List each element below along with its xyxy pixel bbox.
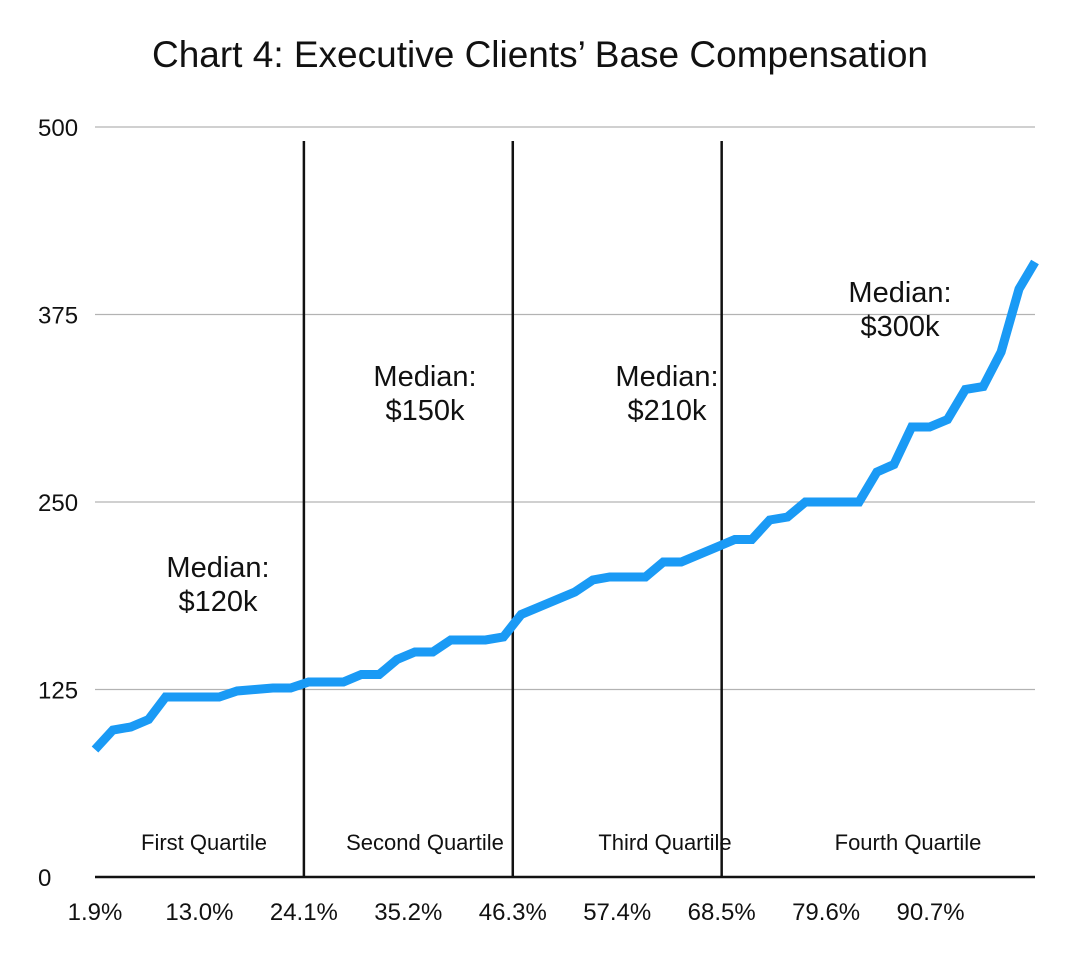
series-layer: [91, 259, 1039, 753]
x-tick-label-2: 24.1%: [270, 899, 338, 926]
grid-layer: 0 125 250 375 500 1.9% 13.0% 24.1% 35.2% 46.3% 57.…: [38, 115, 1035, 926]
median-value-1: $120k: [178, 586, 258, 618]
median-label-4: Median:: [848, 277, 951, 309]
median-label-2: Median:: [373, 361, 476, 393]
quartile-label-3: Third Quartile: [598, 830, 731, 855]
median-label-3: Median:: [615, 361, 718, 393]
y-tick-label-375: 375: [38, 303, 78, 330]
x-tick-label-5: 57.4%: [583, 899, 651, 926]
x-tick-label-0: 1.9%: [68, 899, 123, 926]
y-tick-label-125: 125: [38, 678, 78, 705]
x-tick-label-7: 79.6%: [792, 899, 860, 926]
quartile-label-2: Second Quartile: [346, 830, 504, 855]
median-label-1: Median:: [166, 552, 269, 584]
x-tick-label-6: 68.5%: [688, 899, 756, 926]
y-tick-label-500: 500: [38, 115, 78, 142]
y-tick-label-0: 0: [38, 865, 51, 892]
x-tick-label-8: 90.7%: [897, 899, 965, 926]
chart-title: Chart 4: Executive Clients’ Base Compens…: [151, 34, 928, 75]
median-value-3: $210k: [627, 395, 707, 427]
y-tick-label-250: 250: [38, 490, 78, 517]
median-value-2: $150k: [385, 395, 465, 427]
compensation-line: [91, 259, 1039, 753]
x-tick-label-3: 35.2%: [374, 899, 442, 926]
quartile-divider-layer: [302, 141, 723, 877]
median-value-4: $300k: [860, 311, 940, 343]
x-tick-label-1: 13.0%: [165, 899, 233, 926]
quartile-label-1: First Quartile: [141, 830, 267, 855]
quartile-label-4: Fourth Quartile: [835, 830, 982, 855]
x-tick-label-4: 46.3%: [479, 899, 547, 926]
